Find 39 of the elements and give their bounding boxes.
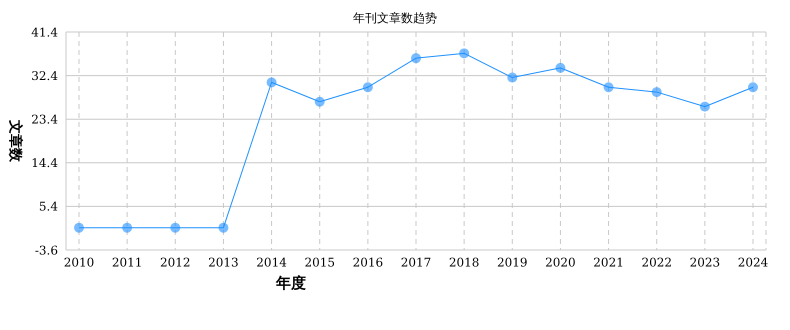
point: [218, 222, 228, 233]
x-tick-label: 2011: [112, 256, 142, 270]
y-tick-label: 32.4: [31, 68, 58, 83]
point: [459, 48, 470, 58]
y-tick-label: 41.4: [31, 25, 58, 40]
x-tick-label: 2021: [593, 256, 624, 270]
point: [507, 72, 518, 83]
point: [555, 62, 566, 73]
chart-title: 年刊文章数趋势: [352, 10, 438, 27]
x-tick-label: 2015: [304, 256, 335, 270]
x-tick-label: 2023: [690, 256, 720, 270]
y-tick-label: 14.4: [31, 156, 58, 170]
x-tick-label: 2022: [641, 256, 672, 270]
y-axis-title: 文章数: [7, 119, 24, 163]
x-tick-label: 2017: [400, 256, 432, 270]
point: [700, 102, 710, 112]
point: [604, 82, 614, 92]
x-tick-label: 2014: [256, 256, 288, 270]
point: [411, 53, 421, 64]
x-tick-label: 2016: [352, 256, 384, 270]
point: [362, 82, 373, 92]
x-tick-label: 2020: [545, 256, 576, 270]
x-tick-label: 2012: [160, 256, 191, 270]
x-tick-label: 2019: [497, 256, 528, 270]
y-tick-label: 23.4: [31, 112, 58, 126]
x-tick-label: 2010: [64, 256, 94, 270]
y-tick-label: -3.6: [34, 243, 58, 258]
x-tick-label: 2024: [738, 256, 769, 270]
point: [170, 222, 180, 233]
point: [652, 87, 662, 98]
point: [314, 96, 325, 107]
x-tick-label: 2013: [208, 256, 239, 270]
y-tick-label: 5.4: [38, 200, 58, 214]
point: [74, 222, 84, 233]
point: [748, 82, 758, 92]
x-tick-label: 2018: [448, 256, 480, 270]
point: [122, 222, 132, 233]
point: [266, 77, 277, 88]
x-axis-title: 年度: [275, 274, 306, 292]
